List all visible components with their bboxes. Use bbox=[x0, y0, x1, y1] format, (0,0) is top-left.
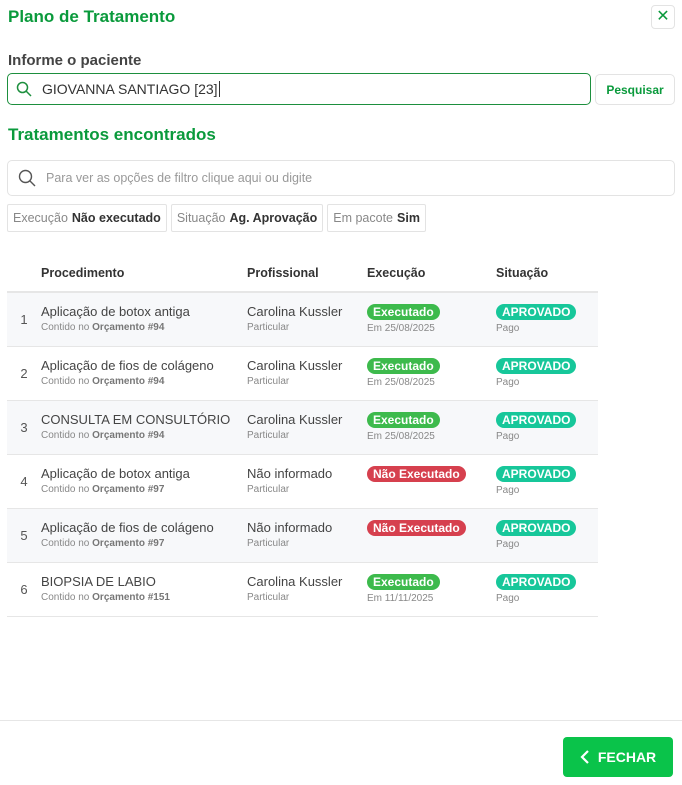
col-execucao[interactable]: Execução bbox=[367, 254, 496, 293]
procedure-name: CONSULTA EM CONSULTÓRIO bbox=[41, 411, 231, 427]
search-button[interactable]: Pesquisar bbox=[595, 74, 675, 105]
execution-badge: Executado bbox=[367, 357, 440, 374]
row-number: 5 bbox=[7, 508, 41, 563]
search-icon bbox=[18, 169, 36, 187]
insurance: Particular bbox=[247, 429, 290, 441]
table-row[interactable]: 1 Aplicação de botox antiga Contido no O… bbox=[7, 292, 598, 347]
professional: Carolina Kussler bbox=[247, 304, 343, 319]
close-icon[interactable]: ✕ bbox=[651, 5, 675, 29]
procedure-name: Aplicação de botox antiga bbox=[41, 304, 190, 319]
procedure-name: Aplicação de fios de colágeno bbox=[41, 519, 214, 535]
modal-title: Plano de Tratamento bbox=[8, 7, 176, 26]
patient-value: GIOVANNA SANTIAGO [23] bbox=[42, 81, 218, 97]
col-procedimento[interactable]: Procedimento bbox=[41, 254, 247, 293]
budget-link[interactable]: Orçamento #97 bbox=[92, 483, 165, 495]
status-badge: APROVADO bbox=[496, 573, 577, 590]
treatments-table: Procedimento Profissional Execução Situa… bbox=[7, 254, 598, 617]
professional: Carolina Kussler bbox=[247, 357, 343, 373]
row-number: 1 bbox=[7, 292, 41, 347]
insurance: Particular bbox=[247, 322, 290, 333]
table-row[interactable]: 5 Aplicação de fios de colágeno Contido … bbox=[7, 508, 598, 563]
table-row[interactable]: 3 CONSULTA EM CONSULTÓRIO Contido no Orç… bbox=[7, 400, 598, 455]
status-badge: APROVADO bbox=[496, 465, 577, 482]
professional: Não informado bbox=[247, 465, 333, 481]
budget-link[interactable]: Orçamento #94 bbox=[92, 375, 165, 387]
budget-link[interactable]: Orçamento #94 bbox=[92, 429, 165, 441]
table-row[interactable]: 2 Aplicação de fios de colágeno Contido … bbox=[7, 346, 598, 401]
filter-placeholder: Para ver as opções de filtro clique aqui… bbox=[46, 171, 313, 185]
professional: Carolina Kussler bbox=[247, 411, 343, 427]
status-badge: APROVADO bbox=[496, 519, 577, 536]
status-badge: APROVADO bbox=[496, 304, 577, 320]
row-number: 2 bbox=[7, 346, 41, 401]
payment-status: Pago bbox=[496, 592, 520, 604]
chevron-left-icon bbox=[580, 750, 589, 764]
footer-divider bbox=[0, 720, 682, 721]
col-profissional[interactable]: Profissional bbox=[247, 254, 367, 293]
procedure-name: Aplicação de fios de colágeno bbox=[41, 357, 214, 373]
budget-link[interactable]: Orçamento #151 bbox=[92, 591, 170, 603]
professional: Carolina Kussler bbox=[247, 573, 343, 589]
col-situacao[interactable]: Situação bbox=[496, 254, 598, 293]
search-icon bbox=[16, 81, 32, 97]
execution-badge: Não Executado bbox=[367, 519, 466, 536]
payment-status: Pago bbox=[496, 484, 520, 496]
patient-label: Informe o paciente bbox=[8, 52, 142, 69]
row-number: 6 bbox=[7, 562, 41, 617]
execution-date: Em 25/08/2025 bbox=[367, 430, 435, 442]
table-row[interactable]: 4 Aplicação de botox antiga Contido no O… bbox=[7, 454, 598, 509]
execution-badge: Executado bbox=[367, 573, 440, 590]
filter-input[interactable]: Para ver as opções de filtro clique aqui… bbox=[7, 160, 675, 196]
insurance: Particular bbox=[247, 591, 290, 603]
payment-status: Pago bbox=[496, 538, 520, 550]
budget-link[interactable]: Orçamento #97 bbox=[92, 537, 165, 549]
status-badge: APROVADO bbox=[496, 357, 577, 374]
filter-chip[interactable]: Execução Não executado bbox=[7, 204, 167, 232]
row-number: 3 bbox=[7, 400, 41, 455]
row-number: 4 bbox=[7, 454, 41, 509]
budget-link[interactable]: Orçamento #94 bbox=[92, 322, 165, 333]
procedure-name: Aplicação de botox antiga bbox=[41, 465, 190, 481]
insurance: Particular bbox=[247, 375, 290, 387]
insurance: Particular bbox=[247, 483, 290, 495]
execution-date: Em 11/11/2025 bbox=[367, 592, 434, 604]
execution-date: Em 25/08/2025 bbox=[367, 323, 435, 334]
execution-badge: Executado bbox=[367, 411, 440, 428]
results-title: Tratamentos encontrados bbox=[8, 125, 216, 144]
execution-badge: Não Executado bbox=[367, 465, 466, 482]
execution-badge: Executado bbox=[367, 304, 440, 320]
payment-status: Pago bbox=[496, 376, 520, 388]
close-button[interactable]: FECHAR bbox=[563, 737, 673, 777]
patient-input[interactable]: GIOVANNA SANTIAGO [23] bbox=[7, 73, 591, 105]
professional: Não informado bbox=[247, 519, 333, 535]
payment-status: Pago bbox=[496, 430, 520, 442]
payment-status: Pago bbox=[496, 323, 520, 334]
status-badge: APROVADO bbox=[496, 411, 577, 428]
execution-date: Em 25/08/2025 bbox=[367, 376, 435, 388]
table-row[interactable]: 6 BIOPSIA DE LABIO Contido no Orçamento … bbox=[7, 562, 598, 617]
filter-chip[interactable]: Situação Ag. Aprovação bbox=[170, 204, 324, 232]
filter-chip[interactable]: Em pacote Sim bbox=[327, 204, 426, 232]
insurance: Particular bbox=[247, 537, 290, 549]
procedure-name: BIOPSIA DE LABIO bbox=[41, 573, 156, 589]
